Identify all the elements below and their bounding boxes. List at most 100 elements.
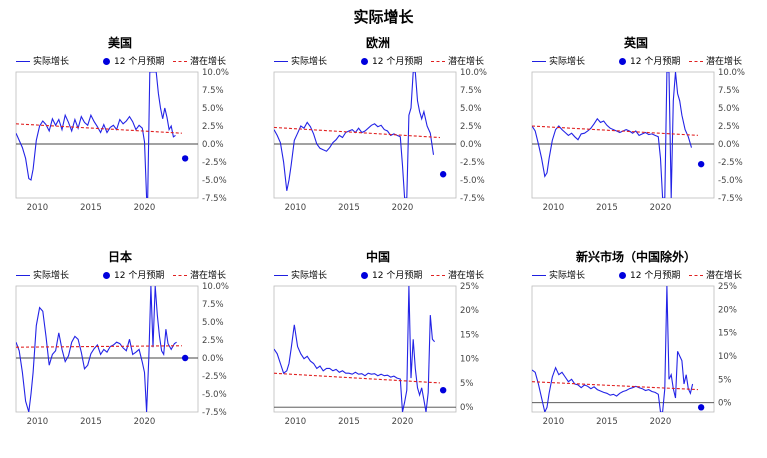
legend-actual: 实际增长: [274, 268, 327, 281]
x-tick-label: 2020: [134, 203, 156, 213]
chart-title: 中国: [365, 250, 390, 264]
legend-actual: 实际增长: [274, 54, 327, 67]
chart-panel: 日本 实际增长 12 个月预期 潜在增长 10.0% 7.5% 5.0% 2.5% 0.0% -2…: [10, 248, 265, 458]
expected-growth-point: [697, 404, 705, 411]
x-tick-label: 2015: [80, 203, 102, 213]
chart-legend: 实际增长 12 个月预期 潜在增长: [526, 268, 767, 282]
legend-potential: 潜在增长: [431, 268, 484, 281]
legend-potential-label: 潜在增长: [448, 271, 485, 281]
line-swatch-icon: [16, 61, 30, 62]
y-tick-label: 7.5%: [460, 86, 482, 96]
actual-growth-line: [16, 286, 177, 412]
potential-growth-line: [273, 372, 440, 384]
plot-frame: [531, 71, 715, 199]
chart-legend: 实际增长 12 个月预期 潜在增长: [10, 268, 265, 282]
dash-swatch-icon: [689, 275, 703, 276]
chart-panel: 中国 实际增长 12 个月预期 潜在增长 25% 20% 15% 10% 5% 0% 2010 201…: [268, 248, 523, 458]
expected-growth-point: [697, 160, 705, 168]
y-tick-label: -7.5%: [718, 194, 743, 204]
x-tick-label: 2020: [650, 417, 672, 427]
dot-swatch-icon: [103, 272, 110, 279]
legend-actual: 实际增长: [16, 54, 69, 67]
y-tick-label: -7.5%: [202, 194, 227, 204]
legend-expected: 12 个月预期: [619, 54, 680, 67]
chart-plot: 10.0% 7.5% 5.0% 2.5% 0.0% -2.5% -5.0% -7.5% 2010…: [531, 68, 745, 213]
legend-expected-label: 12 个月预期: [114, 57, 165, 67]
legend-expected-label: 12 个月预期: [630, 271, 681, 281]
legend-actual-label: 实际增长: [291, 57, 328, 67]
expected-growth-point: [439, 171, 447, 178]
x-tick-label: 2015: [80, 417, 102, 427]
x-tick-label: 2020: [650, 203, 672, 213]
legend-potential: 潜在增长: [431, 54, 484, 67]
y-tick-label: 2.5%: [460, 122, 482, 132]
y-tick-label: -2.5%: [460, 158, 485, 168]
y-tick-label: 25%: [718, 282, 737, 292]
y-tick-label: 0%: [460, 403, 474, 413]
y-tick-label: 10%: [718, 352, 737, 362]
legend-actual-label: 实际增长: [549, 271, 586, 281]
legend-expected-label: 12 个月预期: [114, 271, 165, 281]
actual-growth-line: [274, 72, 435, 198]
chart-title: 英国: [623, 36, 648, 50]
legend-potential-label: 潜在增长: [706, 57, 743, 67]
y-tick-label: 5.0%: [202, 104, 224, 114]
chart-title: 日本: [107, 250, 132, 264]
x-tick-label: 2010: [285, 417, 307, 427]
legend-expected: 12 个月预期: [103, 268, 164, 281]
actual-growth-line: [274, 286, 436, 412]
chart-title: 美国: [107, 36, 132, 50]
x-tick-label: 2010: [27, 417, 49, 427]
line-swatch-icon: [16, 275, 30, 276]
chart-panel: 欧洲 实际增长 12 个月预期 潜在增长 10.0% 7.5% 5.0% 2.5% 0.0% -2…: [268, 34, 523, 244]
page-title: 实际增长: [353, 8, 414, 26]
y-tick-label: 0.0%: [718, 140, 740, 150]
legend-expected-label: 12 个月预期: [372, 57, 423, 67]
legend-actual: 实际增长: [532, 268, 585, 281]
legend-expected: 12 个月预期: [103, 54, 164, 67]
y-tick-label: 0.0%: [202, 140, 224, 150]
x-tick-label: 2015: [338, 203, 360, 213]
y-tick-label: 5.0%: [460, 104, 482, 114]
plot-frame: [15, 71, 199, 199]
dot-swatch-icon: [361, 58, 368, 65]
legend-potential-label: 潜在增长: [706, 271, 743, 281]
legend-potential: 潜在增长: [689, 268, 742, 281]
y-tick-label: -5.0%: [460, 176, 485, 186]
y-tick-label: 7.5%: [202, 300, 224, 310]
legend-actual: 实际增长: [16, 268, 69, 281]
actual-growth-line: [16, 72, 176, 198]
y-tick-label: 20%: [460, 306, 479, 316]
legend-actual-label: 实际增长: [33, 57, 70, 67]
line-swatch-icon: [274, 61, 288, 62]
plot-frame: [15, 285, 199, 413]
y-tick-label: 10%: [460, 355, 479, 365]
actual-growth-line: [532, 72, 693, 198]
y-tick-label: 15%: [718, 329, 737, 339]
x-tick-label: 2010: [27, 203, 49, 213]
dash-swatch-icon: [431, 275, 445, 276]
legend-potential-label: 潜在增长: [190, 57, 227, 67]
plot-frame: [273, 285, 457, 413]
y-tick-label: 10.0%: [718, 68, 745, 78]
dash-swatch-icon: [431, 61, 445, 62]
potential-growth-line: [273, 126, 440, 139]
chart-plot: 25% 20% 15% 10% 5% 0% 2010 2015 2020: [531, 282, 737, 427]
dot-swatch-icon: [619, 58, 626, 65]
line-swatch-icon: [532, 275, 546, 276]
dash-swatch-icon: [173, 275, 187, 276]
x-tick-label: 2020: [392, 203, 414, 213]
legend-potential: 潜在增长: [689, 54, 742, 67]
chart-plot: 10.0% 7.5% 5.0% 2.5% 0.0% -2.5% -5.0% -7.5% 2010…: [15, 282, 229, 427]
chart-title: 新兴市场（中国除外）: [575, 250, 696, 264]
y-tick-label: 7.5%: [202, 86, 224, 96]
chart-panel: 美国 实际增长 12 个月预期 潜在增长 10.0% 7.5% 5.0% 2.5% 0.0% -2…: [10, 34, 265, 244]
legend-actual-label: 实际增长: [549, 57, 586, 67]
dot-swatch-icon: [619, 272, 626, 279]
y-tick-label: 5%: [460, 379, 474, 389]
y-tick-label: -5.0%: [718, 176, 743, 186]
chart-plot: 25% 20% 15% 10% 5% 0% 2010 2015 2020: [273, 282, 479, 427]
y-tick-label: 2.5%: [202, 122, 224, 132]
legend-potential-label: 潜在增长: [448, 57, 485, 67]
chart-plot: 10.0% 7.5% 5.0% 2.5% 0.0% -2.5% -5.0% -7.5% 2010…: [15, 68, 229, 213]
